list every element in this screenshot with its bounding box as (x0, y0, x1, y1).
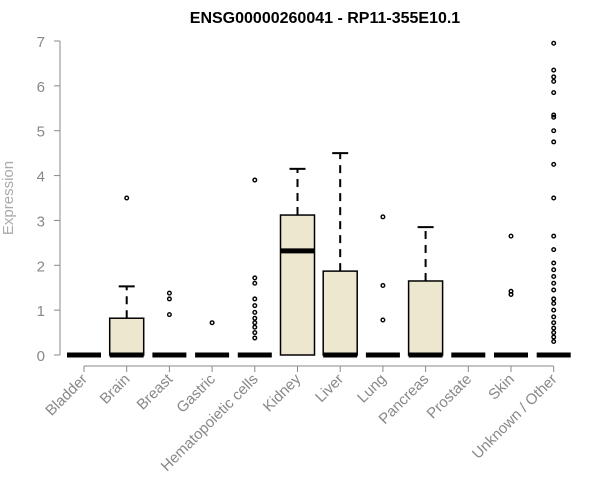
outlier-point (551, 339, 557, 345)
y-tick-label: 7 (37, 34, 45, 51)
outlier-point (252, 280, 258, 286)
outlier-point (252, 177, 258, 183)
outlier-point (551, 112, 557, 118)
x-tick-label: Bladder (42, 371, 91, 420)
y-tick-label: 0 (37, 348, 45, 365)
outlier-point (252, 320, 258, 326)
x-tick-label: Kidney (260, 370, 305, 415)
box-skin (494, 233, 528, 358)
outlier-point (551, 287, 557, 293)
outlier-point (252, 324, 258, 330)
outlier-point (252, 315, 258, 321)
x-tick-label: Prostate (424, 371, 476, 423)
outlier-point (252, 303, 258, 309)
chart-title: ENSG00000260041 - RP11-355E10.1 (190, 10, 461, 27)
outlier-point (551, 314, 557, 320)
outlier-point (551, 114, 557, 120)
outlier-point (252, 330, 258, 336)
y-tick-label: 2 (37, 258, 45, 275)
box-iqr (322, 270, 358, 356)
box-gastric (195, 320, 230, 358)
y-tick-label: 6 (37, 79, 45, 96)
y-tick-label: 5 (37, 124, 45, 141)
box-kidney (279, 167, 316, 356)
outlier-point (551, 78, 557, 84)
outlier-point (551, 90, 557, 96)
outlier-point (551, 161, 557, 167)
outlier-point (551, 260, 557, 266)
box-iqr (407, 280, 444, 356)
outlier-point (551, 300, 557, 306)
outlier-point (508, 288, 514, 294)
outlier-point (551, 280, 557, 286)
outlier-point (551, 334, 557, 340)
outlier-point (166, 290, 172, 296)
outlier-point (551, 40, 557, 46)
outlier-point (551, 325, 557, 331)
outlier-point (252, 296, 258, 302)
box-liver (322, 152, 358, 358)
x-tick-label: Skin (485, 371, 518, 404)
box-brain (108, 195, 145, 358)
outlier-point (551, 74, 557, 80)
box-series (67, 40, 571, 358)
outlier-point (166, 312, 172, 318)
outlier-point (551, 320, 557, 326)
y-tick-label: 3 (37, 213, 45, 230)
outlier-point (551, 247, 557, 253)
box-unknown-other (536, 40, 571, 358)
y-axis-label: Expression (0, 161, 17, 235)
outlier-point (551, 139, 557, 145)
box-breast (152, 290, 187, 358)
outlier-point (380, 214, 386, 220)
outlier-point (551, 330, 557, 336)
y-tick-label: 4 (37, 169, 45, 186)
outlier-point (551, 296, 557, 302)
box-iqr (279, 214, 316, 356)
outlier-point (551, 307, 557, 313)
outlier-point (380, 317, 386, 323)
outlier-point (380, 282, 386, 288)
box-hematopoietic-cells (237, 177, 272, 358)
outlier-point (252, 335, 258, 341)
box-lung (365, 214, 400, 358)
outlier-point (551, 195, 557, 201)
outlier-point (252, 275, 258, 281)
outlier-point (551, 267, 557, 273)
x-tick-label: Liver (312, 371, 347, 406)
x-tick-label: Lung (354, 371, 390, 407)
outlier-point (166, 296, 172, 302)
box-iqr (108, 317, 145, 356)
outlier-point (551, 128, 557, 134)
outlier-point (508, 233, 514, 239)
outlier-point (551, 233, 557, 239)
outlier-point (209, 320, 215, 326)
x-tick-label: Brain (97, 371, 134, 408)
outlier-point (124, 195, 130, 201)
y-tick-label: 1 (37, 303, 45, 320)
box-pancreas (407, 226, 444, 358)
x-tick-label: Breast (134, 370, 177, 413)
outlier-point (551, 67, 557, 73)
outlier-point (551, 274, 557, 280)
outlier-point (252, 309, 258, 315)
